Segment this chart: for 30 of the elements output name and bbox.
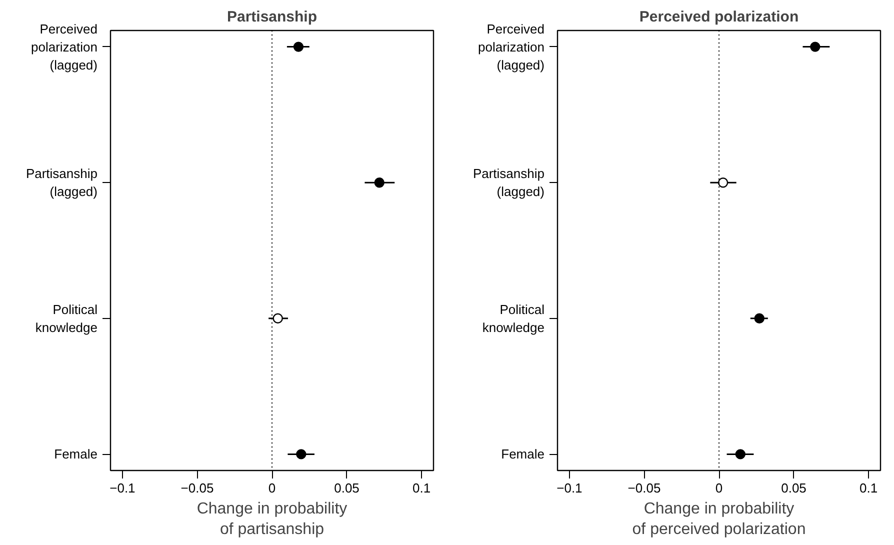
x-axis-title: Change in probability of partisanship [196,500,348,538]
x-tick-label: 0 [715,480,723,496]
x-tick-label: 0.05 [781,480,806,496]
x-tick-label: 0.1 [412,480,431,496]
y-tick-label: Perceived polarization (lagged) [31,21,98,72]
y-tick-label: Political knowledge [35,302,98,335]
point [810,42,820,52]
x-axis-title: Change in probability of perceived polarization [632,500,806,538]
x-tick-label: 0.1 [860,480,878,496]
point [735,449,746,460]
x-tick-label: 0.05 [334,480,360,496]
y-tick-label: Perceived polarization (lagged) [478,21,545,72]
y-tick-label: Female [501,446,545,462]
point [272,313,283,324]
x-tick-label: −0.05 [628,480,661,496]
point [296,449,306,460]
x-tick-label: 0 [268,480,276,496]
point [293,42,304,52]
point [718,178,728,188]
y-tick-label: Female [54,446,98,462]
x-tick-label: −0.05 [180,480,214,496]
x-tick-label: −0.1 [110,480,136,496]
y-tick-label: Partisanship (lagged) [26,166,98,200]
y-tick-label: Political knowledge [482,302,545,335]
chart-title: Perceived polarization [639,8,799,26]
x-tick-label: −0.1 [556,480,582,496]
y-tick-label: Partisanship (lagged) [472,166,545,200]
chart-title: Partisanship [226,8,318,26]
point [374,178,384,188]
point [754,313,764,324]
